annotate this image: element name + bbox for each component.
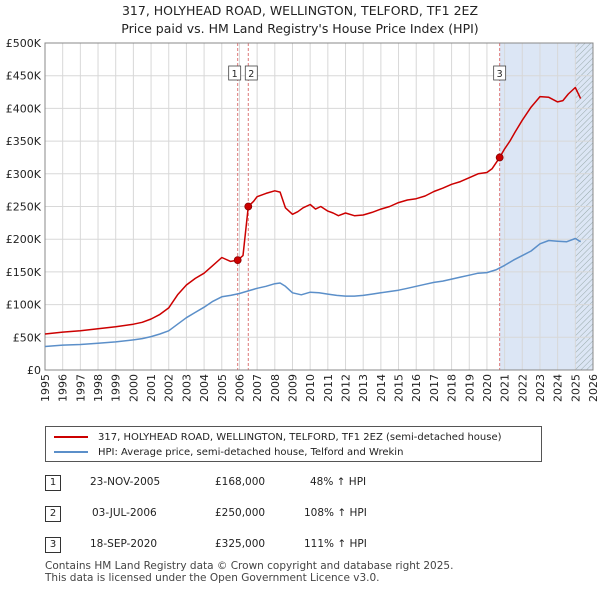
x-tick-label: 2002 xyxy=(163,374,176,402)
sale-hpi-change: 111% ↑ HPI xyxy=(304,538,367,550)
x-tick-label: 2024 xyxy=(552,374,565,402)
chart-subtitle: Price paid vs. HM Land Registry's House … xyxy=(121,21,479,36)
plot-frame xyxy=(44,42,594,371)
x-tick-label: 2007 xyxy=(251,374,264,402)
sale-row: 1 23-NOV-2005 £168,000 48% ↑ HPI xyxy=(45,475,465,491)
sale-number-badge: 2 xyxy=(45,506,61,522)
y-tick-label: £400K xyxy=(6,102,42,115)
sale-price: £250,000 xyxy=(215,507,266,519)
sale-marker-box xyxy=(228,65,242,81)
sale-marker-label: 2 xyxy=(248,69,254,80)
sale-row: 3 18-SEP-2020 £325,000 111% ↑ HPI xyxy=(45,537,465,553)
sale-point xyxy=(495,153,504,162)
y-tick-label: £200K xyxy=(6,233,42,246)
y-tick-label: £50K xyxy=(13,331,42,344)
sale-price: £168,000 xyxy=(215,476,266,488)
x-tick-label: 2016 xyxy=(410,374,423,402)
x-tick-label: 2004 xyxy=(198,374,211,402)
y-tick-label: £100K xyxy=(6,299,42,312)
x-tick-label: 2000 xyxy=(127,374,140,402)
sale-number-badge: 1 xyxy=(45,475,61,491)
x-tick-label: 2006 xyxy=(233,374,246,402)
x-tick-label: 2005 xyxy=(216,374,229,402)
x-tick-label: 2011 xyxy=(322,374,335,402)
legend-label-property: 317, HOLYHEAD ROAD, WELLINGTON, TELFORD,… xyxy=(98,431,502,443)
y-tick-label: £450K xyxy=(6,70,42,83)
footer-copyright: Contains HM Land Registry data © Crown c… xyxy=(45,560,454,572)
x-tick-label: 2015 xyxy=(393,374,406,402)
y-tick-label: £300K xyxy=(6,168,42,181)
x-tick-label: 1996 xyxy=(57,374,70,402)
sale-marker-box xyxy=(244,65,258,81)
x-tick-label: 2013 xyxy=(357,374,370,402)
x-tick-label: 2003 xyxy=(180,374,193,402)
x-tick-label: 2018 xyxy=(446,374,459,402)
x-tick-label: 2012 xyxy=(340,374,353,402)
sale-marker-label: 1 xyxy=(232,69,238,80)
y-tick-label: £500K xyxy=(6,37,42,50)
sale-hpi-change: 108% ↑ HPI xyxy=(304,507,367,519)
x-tick-label: 1995 xyxy=(39,374,52,402)
sale-date: 23-NOV-2005 xyxy=(90,476,161,488)
x-tick-label: 2008 xyxy=(269,374,282,402)
y-tick-label: £150K xyxy=(6,266,42,279)
x-tick-label: 2019 xyxy=(463,374,476,402)
sale-point xyxy=(244,202,253,211)
x-tick-label: 2026 xyxy=(587,374,600,402)
legend-swatch-hpi xyxy=(54,451,88,453)
sale-marker-box xyxy=(493,65,507,81)
sale-row: 2 03-JUL-2006 £250,000 108% ↑ HPI xyxy=(45,506,465,522)
x-tick-label: 2023 xyxy=(534,374,547,402)
sale-date: 18-SEP-2020 xyxy=(90,538,158,550)
x-tick-label: 1999 xyxy=(110,374,123,402)
hpi-line xyxy=(44,237,581,348)
x-tick-label: 2022 xyxy=(516,374,529,402)
property-price-line xyxy=(44,86,582,335)
x-tick-label: 2001 xyxy=(145,374,158,402)
x-tick-label: 2020 xyxy=(481,374,494,402)
x-tick-label: 2021 xyxy=(499,374,512,402)
y-tick-label: £250K xyxy=(6,201,42,214)
legend-item-property: 317, HOLYHEAD ROAD, WELLINGTON, TELFORD,… xyxy=(54,430,502,444)
legend-item-hpi: HPI: Average price, semi-detached house,… xyxy=(54,445,403,459)
x-tick-label: 1998 xyxy=(92,374,105,402)
sale-point xyxy=(233,256,242,265)
sale-number-badge: 3 xyxy=(45,537,61,553)
sale-hpi-change: 48% ↑ HPI xyxy=(310,476,367,488)
sale-marker-label: 3 xyxy=(497,69,503,80)
chart-legend: 317, HOLYHEAD ROAD, WELLINGTON, TELFORD,… xyxy=(45,426,542,462)
chart-title: 317, HOLYHEAD ROAD, WELLINGTON, TELFORD,… xyxy=(121,3,479,18)
sale-price: £325,000 xyxy=(215,538,266,550)
y-tick-label: £0 xyxy=(27,364,41,377)
x-tick-label: 2025 xyxy=(569,374,582,402)
price-chart: 1 2 3 £0 £50K £100K £150K £200K £250K £300K £350K £… xyxy=(6,37,600,402)
y-tick-label: £350K xyxy=(6,135,42,148)
legend-swatch-property xyxy=(54,436,88,438)
x-tick-label: 2010 xyxy=(304,374,317,402)
x-tick-label: 1997 xyxy=(74,374,87,402)
footer-license: This data is licensed under the Open Gov… xyxy=(45,572,380,584)
legend-label-hpi: HPI: Average price, semi-detached house,… xyxy=(98,446,404,458)
x-tick-label: 2014 xyxy=(375,374,388,402)
sale-date: 03-JUL-2006 xyxy=(92,507,157,519)
x-tick-label: 2009 xyxy=(286,374,299,402)
x-tick-label: 2017 xyxy=(428,374,441,402)
